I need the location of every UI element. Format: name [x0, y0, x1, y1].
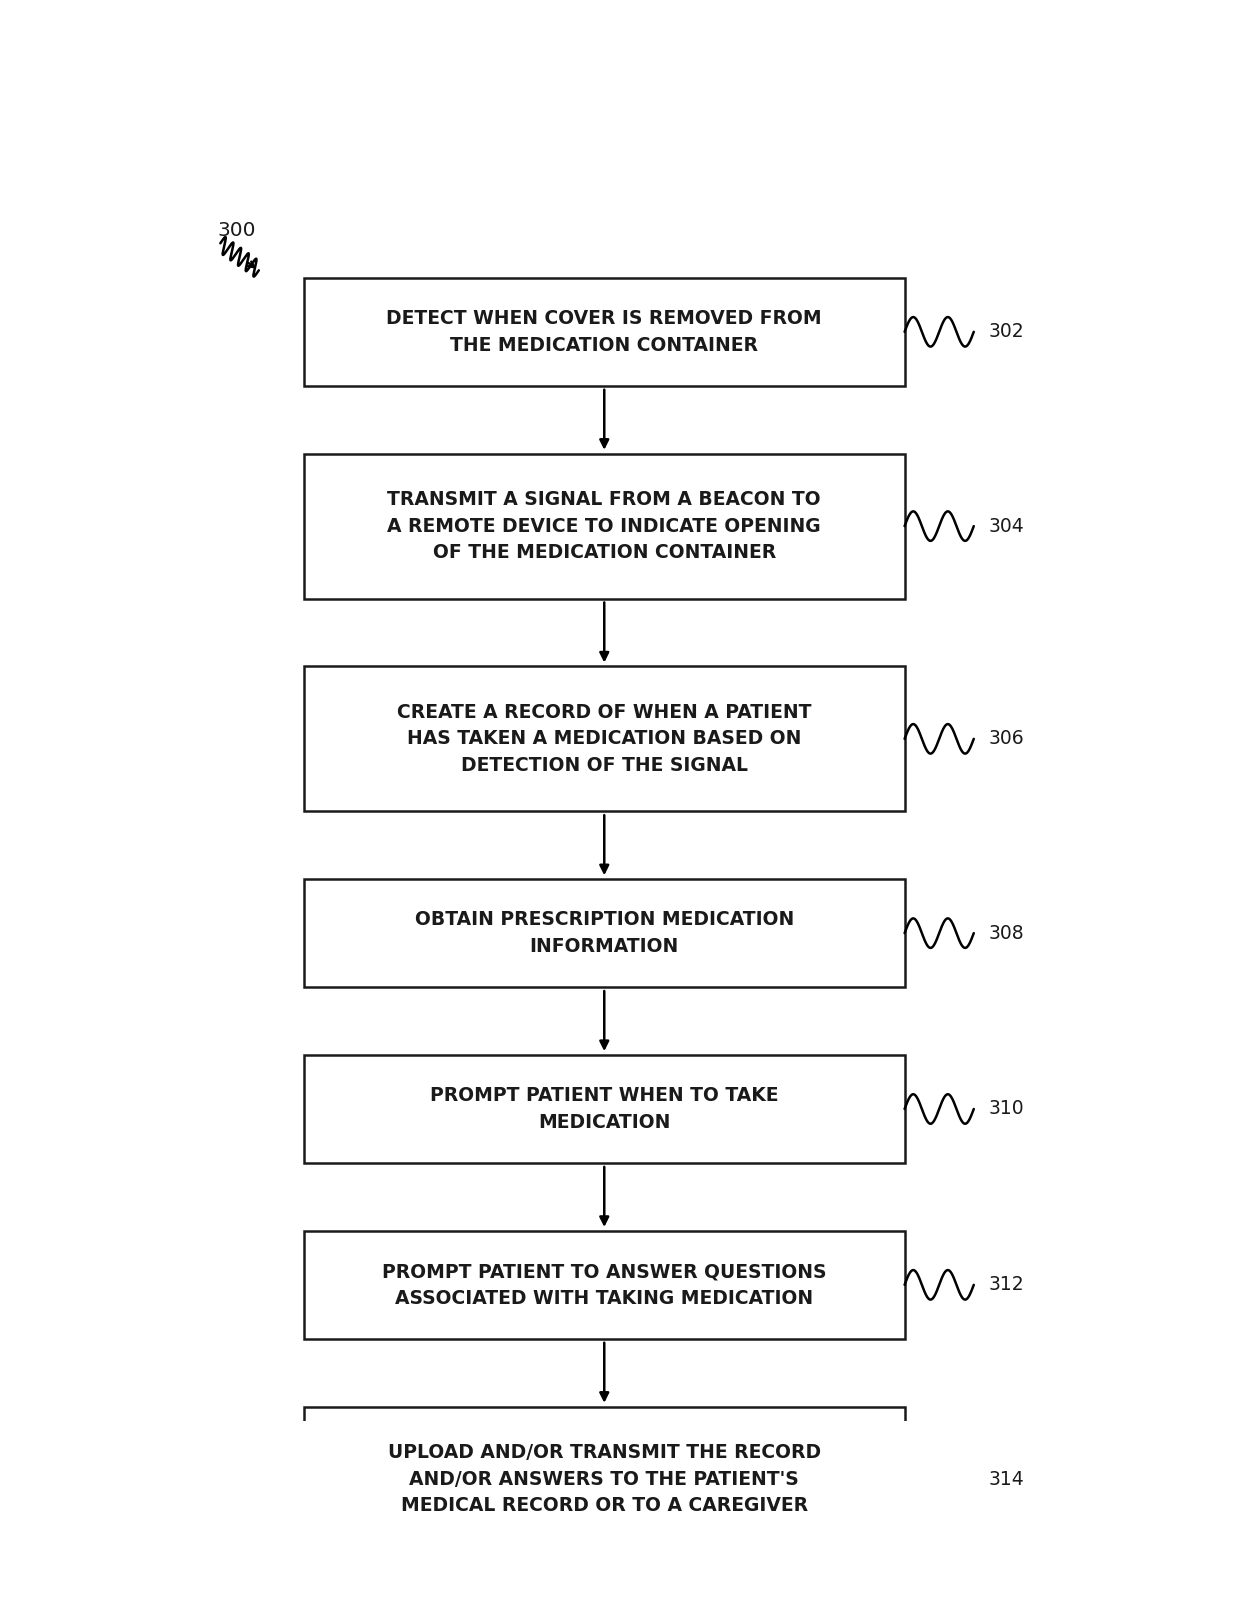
Text: 312: 312 — [988, 1276, 1024, 1294]
Text: 302: 302 — [988, 323, 1024, 342]
Text: 314: 314 — [988, 1469, 1024, 1488]
FancyBboxPatch shape — [304, 1407, 905, 1552]
FancyBboxPatch shape — [304, 878, 905, 987]
FancyBboxPatch shape — [304, 666, 905, 811]
FancyBboxPatch shape — [304, 454, 905, 599]
Text: 308: 308 — [988, 923, 1024, 942]
Text: 306: 306 — [988, 730, 1024, 749]
Text: PROMPT PATIENT WHEN TO TAKE
MEDICATION: PROMPT PATIENT WHEN TO TAKE MEDICATION — [430, 1086, 779, 1132]
Text: UPLOAD AND/OR TRANSMIT THE RECORD
AND/OR ANSWERS TO THE PATIENT'S
MEDICAL RECORD: UPLOAD AND/OR TRANSMIT THE RECORD AND/OR… — [388, 1444, 821, 1516]
Text: TRANSMIT A SIGNAL FROM A BEACON TO
A REMOTE DEVICE TO INDICATE OPENING
OF THE ME: TRANSMIT A SIGNAL FROM A BEACON TO A REM… — [387, 490, 821, 562]
FancyBboxPatch shape — [304, 278, 905, 386]
Text: PROMPT PATIENT TO ANSWER QUESTIONS
ASSOCIATED WITH TAKING MEDICATION: PROMPT PATIENT TO ANSWER QUESTIONS ASSOC… — [382, 1262, 827, 1308]
Text: DETECT WHEN COVER IS REMOVED FROM
THE MEDICATION CONTAINER: DETECT WHEN COVER IS REMOVED FROM THE ME… — [387, 310, 822, 355]
Text: 304: 304 — [988, 516, 1024, 535]
Text: 310: 310 — [988, 1099, 1024, 1118]
Text: CREATE A RECORD OF WHEN A PATIENT
HAS TAKEN A MEDICATION BASED ON
DETECTION OF T: CREATE A RECORD OF WHEN A PATIENT HAS TA… — [397, 703, 811, 775]
FancyBboxPatch shape — [304, 1056, 905, 1163]
Text: 300: 300 — [217, 222, 255, 241]
Text: OBTAIN PRESCRIPTION MEDICATION
INFORMATION: OBTAIN PRESCRIPTION MEDICATION INFORMATI… — [414, 910, 794, 957]
FancyBboxPatch shape — [304, 1231, 905, 1338]
